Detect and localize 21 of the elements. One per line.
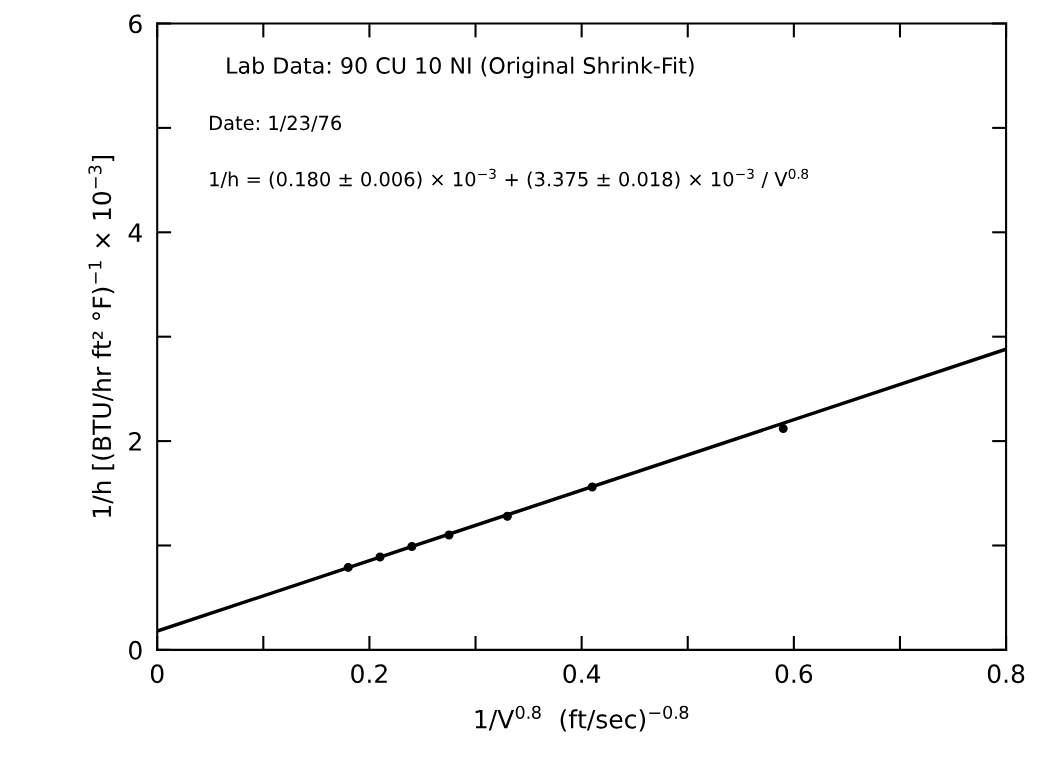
x-tick-label: 0.8 (987, 664, 1025, 684)
annotation: Date: 1/23/76 (210, 115, 342, 132)
x-tick-label: 0 (150, 664, 164, 684)
x-axis-title: 1/V$^{0.8}$ (ft/sec)$^{−0.8}$ (475, 705, 689, 732)
x-tick-label: 0.2 (351, 664, 387, 684)
annotation: 1/h = (0.180 ± 0.006) × 10$^{−3}$ + (3.375 ± 0.018) × 10$^{−3}$ / V$^{0.8}$ (210, 168, 809, 189)
y-tick-label: 4 (128, 223, 142, 242)
point (778, 424, 788, 434)
y-tick-label: 6 (129, 14, 142, 34)
x-tick-label: 0.4 (563, 664, 601, 684)
point (407, 542, 417, 552)
point (444, 530, 454, 540)
point (343, 562, 353, 572)
point (502, 511, 512, 521)
x-tick-label: 0.6 (775, 664, 813, 684)
y-tick-label: 2 (129, 432, 141, 451)
point (375, 552, 385, 562)
y-tick-label: 0 (129, 640, 142, 660)
y-axis-title: 1/h [(BTU/hr ft² °F)$^{−1}$ × 10$^{−3}$] (88, 155, 115, 517)
point (587, 482, 597, 492)
annotation: Lab Data: 90 CU 10 NI (Original Shrink-Fit) (227, 56, 694, 79)
